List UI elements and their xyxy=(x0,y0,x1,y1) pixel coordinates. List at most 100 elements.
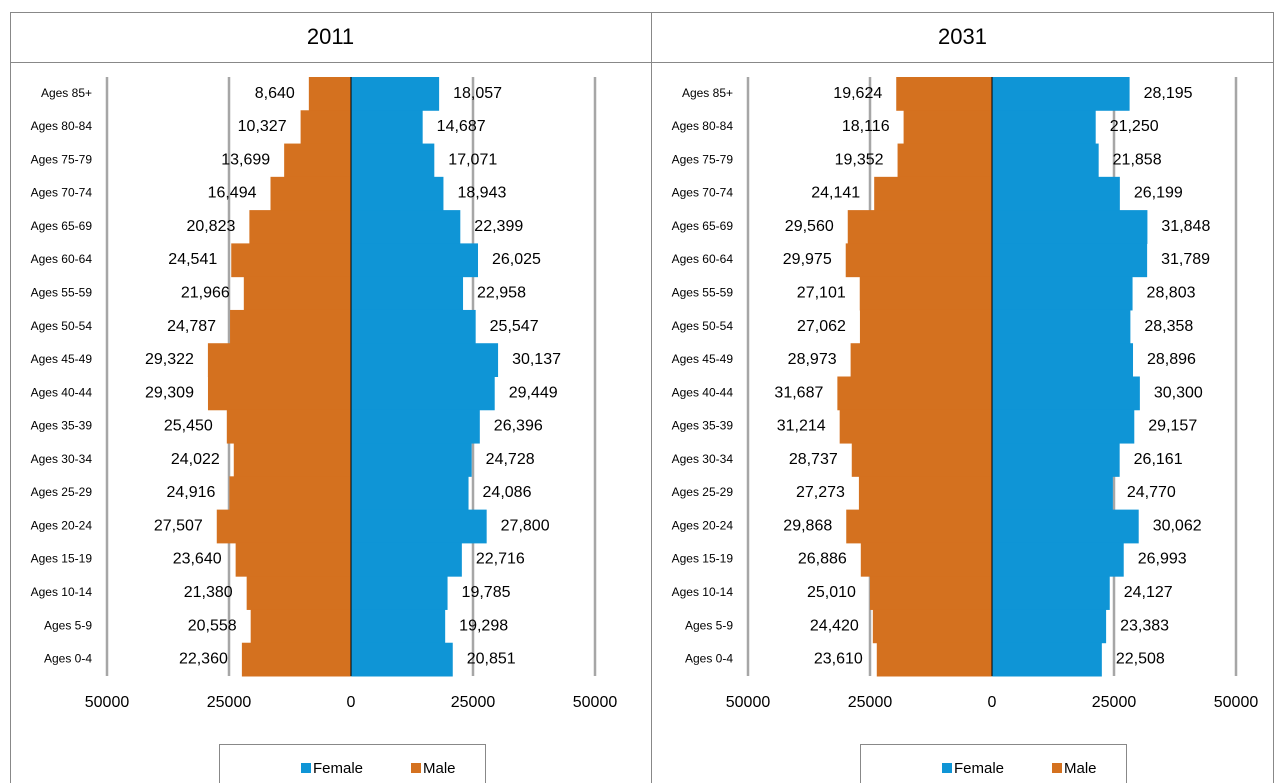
bar xyxy=(351,210,461,244)
value-label: 28,737 xyxy=(789,451,838,468)
category-label: Ages 10-14 xyxy=(672,585,734,599)
bar xyxy=(992,476,1113,511)
bar xyxy=(226,409,351,444)
bar xyxy=(992,176,1120,211)
category-label: Ages 80-84 xyxy=(672,119,734,133)
legend-label: Female xyxy=(954,760,1004,777)
value-label: 29,975 xyxy=(783,251,832,268)
bar xyxy=(992,642,1102,677)
bar xyxy=(850,343,992,377)
bar xyxy=(992,343,1134,377)
legend-swatch xyxy=(411,763,421,773)
category-label: Ages 15-19 xyxy=(31,552,93,566)
value-label: 24,728 xyxy=(486,451,535,468)
category-label: Ages 35-39 xyxy=(672,419,734,433)
x-tick-label: 25000 xyxy=(207,694,252,711)
bar xyxy=(992,509,1139,544)
category-label: Ages 10-14 xyxy=(31,585,93,599)
bar xyxy=(992,309,1131,344)
bar xyxy=(876,642,992,677)
category-label: Ages 40-44 xyxy=(672,385,734,399)
bar xyxy=(351,542,462,577)
category-label: Ages 25-29 xyxy=(672,485,734,499)
bar xyxy=(351,476,469,511)
value-label: 26,025 xyxy=(492,251,541,268)
category-label: Ages 65-69 xyxy=(672,219,734,233)
x-tick-label: 25000 xyxy=(1092,694,1137,711)
bar xyxy=(858,476,992,511)
bar xyxy=(992,542,1124,577)
value-label: 19,298 xyxy=(459,617,508,634)
legend-swatch xyxy=(1052,763,1062,773)
value-label: 27,101 xyxy=(797,285,846,302)
bar xyxy=(992,276,1133,311)
bar xyxy=(241,642,351,677)
value-label: 24,086 xyxy=(483,484,532,501)
value-label: 31,214 xyxy=(777,418,826,435)
value-label: 20,823 xyxy=(186,218,235,235)
category-label: Ages 75-79 xyxy=(31,152,93,166)
category-label: Ages 80-84 xyxy=(31,119,93,133)
value-label: 29,322 xyxy=(145,351,194,368)
category-label: Ages 15-19 xyxy=(672,552,734,566)
category-label: Ages 30-34 xyxy=(672,452,734,466)
bar xyxy=(351,609,446,644)
category-label: Ages 5-9 xyxy=(44,618,92,632)
value-label: 24,541 xyxy=(168,251,217,268)
category-label: Ages 85+ xyxy=(41,86,92,100)
value-label: 26,993 xyxy=(1138,551,1187,568)
bar xyxy=(992,77,1130,111)
value-label: 22,508 xyxy=(1116,651,1165,668)
bar xyxy=(992,576,1110,610)
bar xyxy=(896,77,992,111)
bar xyxy=(250,609,351,644)
bar xyxy=(351,176,444,211)
category-label: Ages 55-59 xyxy=(672,285,734,299)
bar xyxy=(351,243,479,278)
value-label: 24,022 xyxy=(171,451,220,468)
value-label: 22,399 xyxy=(474,218,523,235)
bar xyxy=(351,110,423,145)
category-label: Ages 75-79 xyxy=(672,152,734,166)
legend-box xyxy=(860,744,1127,783)
value-label: 10,327 xyxy=(238,118,287,135)
panel-title: 2031 xyxy=(938,24,987,49)
legend-label: Female xyxy=(313,760,363,777)
bar xyxy=(351,343,499,377)
legend-label: Male xyxy=(1064,760,1097,777)
value-label: 29,309 xyxy=(145,384,194,401)
bar xyxy=(351,409,480,444)
bar xyxy=(351,143,435,178)
value-label: 21,858 xyxy=(1113,151,1162,168)
value-label: 29,560 xyxy=(785,218,834,235)
panel-title: 2011 xyxy=(307,24,354,49)
value-label: 23,640 xyxy=(173,551,222,568)
bar xyxy=(859,276,992,311)
value-label: 26,886 xyxy=(798,551,847,568)
value-label: 24,916 xyxy=(166,484,215,501)
value-label: 30,137 xyxy=(512,351,561,368)
bar xyxy=(249,210,351,244)
x-tick-label: 50000 xyxy=(726,694,771,711)
x-tick-label: 0 xyxy=(347,694,356,711)
value-label: 27,507 xyxy=(154,517,203,534)
value-label: 22,360 xyxy=(179,651,228,668)
bar xyxy=(874,176,992,211)
value-label: 17,071 xyxy=(448,151,497,168)
value-label: 28,803 xyxy=(1147,285,1196,302)
bar xyxy=(351,276,464,311)
bar xyxy=(351,509,487,544)
bar xyxy=(229,476,351,511)
bar xyxy=(992,409,1135,444)
bar xyxy=(851,443,992,477)
bar xyxy=(992,143,1099,178)
bar xyxy=(207,343,351,377)
value-label: 23,610 xyxy=(814,651,863,668)
value-label: 31,789 xyxy=(1161,251,1210,268)
bar xyxy=(872,609,992,644)
value-label: 30,300 xyxy=(1154,384,1203,401)
category-label: Ages 0-4 xyxy=(44,652,92,666)
value-label: 16,494 xyxy=(208,185,257,202)
value-label: 24,787 xyxy=(167,318,216,335)
